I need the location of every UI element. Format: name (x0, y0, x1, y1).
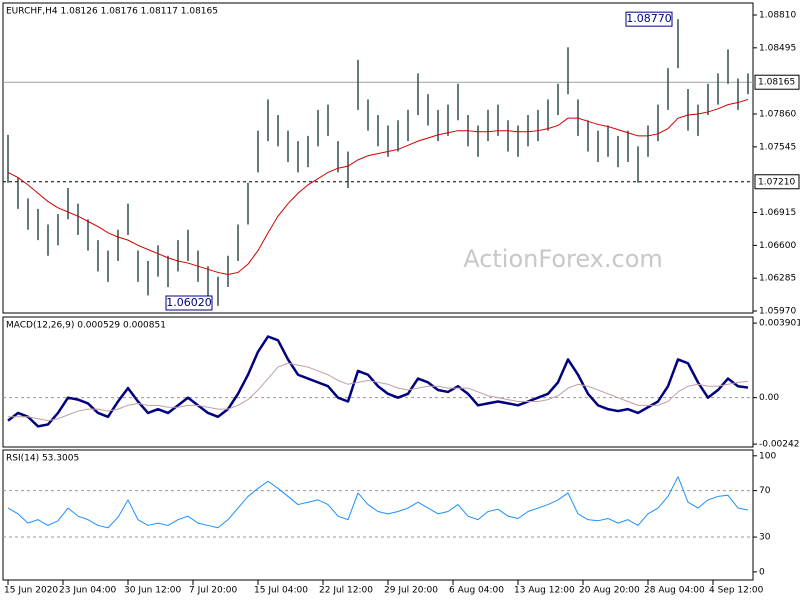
low-box (165, 295, 213, 311)
x-tick-label: 29 Jul 20:00 (384, 586, 438, 596)
y-tick-label: -0.002429 (759, 440, 800, 450)
y-tick-label: 0.00 (759, 393, 779, 403)
high-box (625, 11, 673, 27)
x-tick-label: 30 Jun 12:00 (124, 586, 181, 596)
x-tick-label: 6 Aug 04:00 (449, 586, 504, 596)
x-tick-label: 15 Jun 2020 (4, 586, 58, 596)
y-tick-label: 1.08810 (759, 10, 796, 20)
y-tick-label: 1.05970 (759, 307, 796, 317)
indicator-line (7, 335, 749, 428)
x-tick-label: 7 Jul 20:00 (189, 586, 238, 596)
high-label: 1.08770 (626, 12, 672, 25)
watermark: ActionForex.com (463, 245, 663, 273)
panel-frame (2, 2, 754, 314)
moving-average (7, 98, 749, 276)
price-box (754, 174, 800, 190)
y-tick-label: 1.06285 (759, 274, 796, 284)
price-label: 1.08165 (758, 78, 795, 88)
y-tick-label: 1.07860 (759, 110, 796, 120)
y-tick-label: 30 (759, 533, 771, 543)
x-tick-label: 15 Jul 04:00 (254, 586, 308, 596)
panel-title: MACD(12,26,9) 0.000529 0.000851 (6, 321, 166, 331)
indicator-line (7, 476, 749, 529)
price-box (754, 74, 800, 90)
panel-title: RSI(14) 53.3005 (6, 454, 79, 464)
x-tick-label: 4 Sep 12:00 (709, 586, 764, 596)
x-tick-label: 28 Aug 04:00 (644, 586, 705, 596)
y-tick-label: 70 (759, 486, 771, 496)
x-tick-label: 23 Jun 04:00 (59, 586, 116, 596)
x-tick-label: 22 Jul 12:00 (319, 586, 373, 596)
y-tick-label: 1.07545 (759, 142, 796, 152)
panel-frame (2, 316, 754, 448)
y-tick-label: 1.08495 (759, 43, 796, 53)
x-tick-label: 13 Aug 12:00 (514, 586, 575, 596)
x-tick-label: 20 Aug 20:00 (579, 586, 640, 596)
y-tick-label: 0 (759, 567, 765, 577)
panel-frame (2, 449, 754, 581)
y-tick-label: 1.06600 (759, 241, 796, 251)
low-label: 1.06020 (166, 296, 212, 309)
price-label: 1.07210 (758, 177, 795, 187)
y-tick-label: 0.003901 (759, 319, 800, 329)
y-tick-label: 100 (759, 451, 776, 461)
y-tick-label: 1.06915 (759, 208, 796, 218)
panel-title: EURCHF,H4 1.08126 1.08176 1.08117 1.0816… (6, 7, 218, 17)
indicator-line (8, 362, 749, 422)
